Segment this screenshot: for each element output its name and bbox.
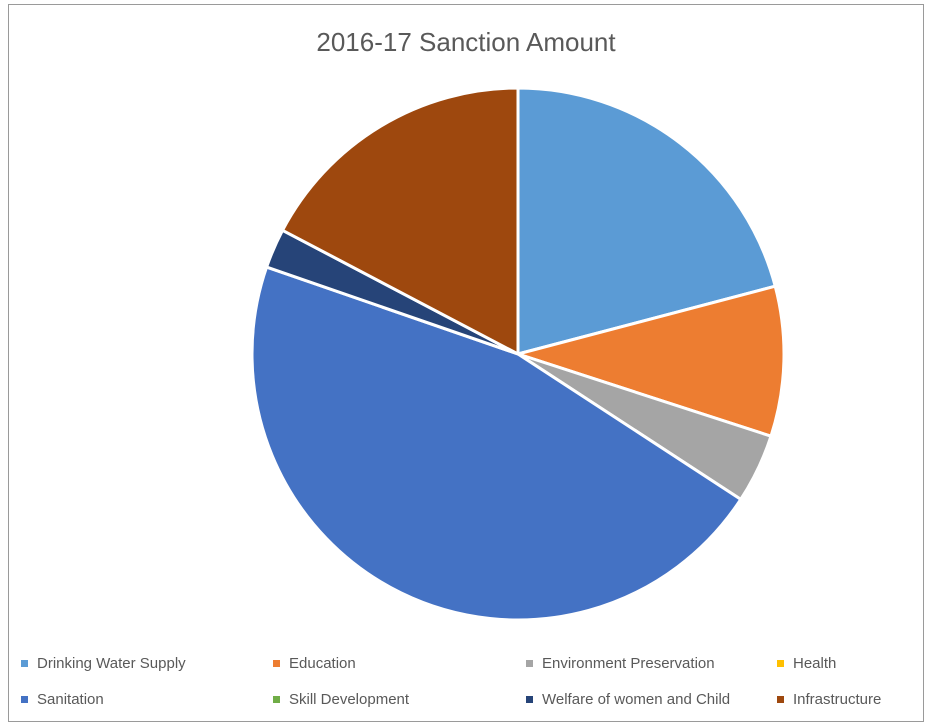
legend-label: Welfare of women and Child [542, 691, 731, 708]
legend-item-environment-preservation: Environment Preservation [526, 655, 715, 672]
legend-swatch [273, 660, 280, 667]
legend-label: Education [289, 655, 356, 672]
legend-label: Sanitation [37, 691, 104, 708]
chart-title: 2016-17 Sanction Amount [316, 27, 616, 57]
chart-frame: 2016-17 Sanction Amount Drinking Water S… [8, 4, 924, 722]
legend-item-skill-development: Skill Development [273, 691, 409, 708]
pie-slice-drinking-water-supply [516, 86, 777, 356]
legend-swatch [526, 660, 533, 667]
legend-item-drinking-water-supply: Drinking Water Supply [21, 655, 186, 672]
legend-swatch [273, 696, 280, 703]
legend-swatch [777, 696, 784, 703]
legend-item-welfare-of-women-and-child: Welfare of women and Child [526, 691, 730, 708]
legend-swatch [21, 660, 28, 667]
legend-label: Environment Preservation [542, 655, 715, 672]
legend-label: Infrastructure [793, 691, 882, 708]
legend-swatch [526, 696, 533, 703]
legend-swatch [21, 696, 28, 703]
legend-swatch [777, 660, 784, 667]
legend-item-health: Health [777, 655, 836, 672]
pie-slice-sanitation [250, 265, 743, 622]
legend-item-infrastructure: Infrastructure [777, 691, 881, 708]
pie-slice-infrastructure [281, 86, 520, 356]
legend-label: Drinking Water Supply [37, 655, 186, 672]
pie-slice-education [516, 284, 786, 438]
legend-label: Health [793, 655, 837, 672]
legend-item-sanitation: Sanitation [21, 691, 104, 708]
legend-label: Skill Development [289, 691, 410, 708]
legend-item-education: Education [273, 655, 356, 672]
pie-chart [250, 86, 786, 622]
